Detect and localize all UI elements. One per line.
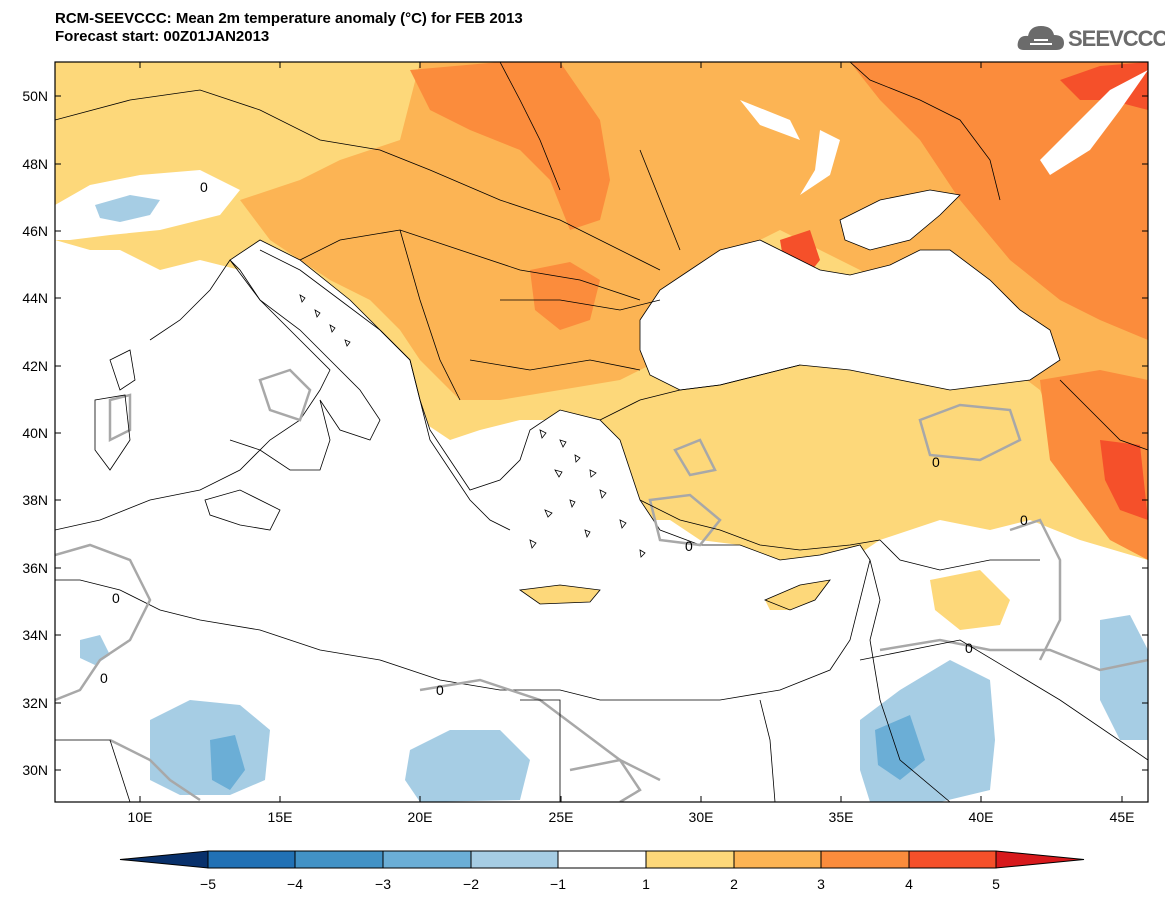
contour-label: 0 <box>1020 512 1028 528</box>
lat-label: 34N <box>22 627 48 643</box>
colorbar-tick-label: −1 <box>550 876 566 892</box>
missing-data-patch <box>1040 70 1148 175</box>
longitude-axis <box>139 62 1123 802</box>
colorbar-swatch <box>119 850 209 869</box>
latitude-labels: 50N 48N 46N 44N 42N 40N 38N 36N 34N 32N … <box>22 88 48 778</box>
map-area: 0 0 0 0 0 0 0 0 <box>55 62 1148 802</box>
coastlines <box>94 249 881 611</box>
missing-data-patch <box>740 100 800 140</box>
mediterranean-sea <box>55 239 871 701</box>
contour-label: 0 <box>200 179 208 195</box>
colorbar-swatch <box>294 850 384 869</box>
seevccc-logo: SEEVCCC <box>1016 20 1165 56</box>
longitude-labels: 10E 15E 20E 25E 30E 35E 40E 45E <box>128 809 1135 825</box>
contour-label: 0 <box>100 670 108 686</box>
contour-label: 0 <box>112 590 120 606</box>
colorbar-tick-label: 5 <box>992 876 1000 892</box>
colorbar-swatch <box>382 850 472 869</box>
lat-label: 44N <box>22 290 48 306</box>
missing-data-patch <box>800 130 840 195</box>
colorbar-swatch <box>820 850 910 869</box>
lon-label: 35E <box>829 809 854 825</box>
anomaly-region-1-2-crete <box>520 585 600 604</box>
colorbar-swatch <box>557 850 647 869</box>
country-borders <box>55 62 1148 802</box>
colorbar-swatch <box>733 850 822 869</box>
colorbar-tick-label: −3 <box>375 876 391 892</box>
lon-label: 15E <box>268 809 293 825</box>
lat-label: 32N <box>22 695 48 711</box>
anomaly-region-3-4-caucasus <box>1040 370 1148 560</box>
lon-label: 30E <box>689 809 714 825</box>
lon-label: 25E <box>549 809 574 825</box>
anomaly-region-1-2-cyprus <box>765 580 830 610</box>
logo-text: SEEVCCC <box>1068 26 1165 51</box>
contour-label: 0 <box>685 538 693 554</box>
anomaly-region-darkblue-libya <box>210 735 245 790</box>
colorbar-labels: −5 −4 −3 −2 −1 1 2 3 4 5 <box>200 876 1000 892</box>
lat-label: 42N <box>22 358 48 374</box>
anomaly-region-4-5-caucasus <box>1100 440 1148 520</box>
lat-label: 48N <box>22 156 48 172</box>
anomaly-region-1-2-levant <box>930 570 1010 630</box>
contour-label: 0 <box>932 454 940 470</box>
lat-label: 36N <box>22 560 48 576</box>
latitude-axis <box>55 95 1148 771</box>
lat-label: 46N <box>22 223 48 239</box>
lat-label: 38N <box>22 492 48 508</box>
colorbar-swatch <box>645 850 735 869</box>
lon-label: 10E <box>128 809 153 825</box>
colorbar-tick-label: 3 <box>817 876 825 892</box>
map-frame <box>54 61 1149 803</box>
contour-label: 0 <box>965 640 973 656</box>
colorbar-tick-label: 2 <box>730 876 738 892</box>
anomaly-region-blue-egypt <box>405 730 530 802</box>
title-line-1: RCM-SEEVCCC: Mean 2m temperature anomaly… <box>55 10 523 27</box>
colorbar <box>119 850 1085 869</box>
lat-label: 40N <box>22 425 48 441</box>
sea-of-azov <box>839 189 961 251</box>
lat-label: 50N <box>22 88 48 104</box>
lon-label: 20E <box>408 809 433 825</box>
contour-label: 0 <box>436 682 444 698</box>
colorbar-swatch <box>995 850 1085 869</box>
anomaly-region-3-4-balkans <box>530 262 600 330</box>
cloud-icon <box>1017 26 1064 50</box>
contour-labels: 0 0 0 0 0 0 0 0 <box>100 179 1028 698</box>
colorbar-tick-label: −4 <box>287 876 303 892</box>
lon-label: 45E <box>1110 809 1135 825</box>
colorbar-tick-label: 1 <box>642 876 650 892</box>
anomaly-region-3-4-ukraine <box>410 62 610 230</box>
colorbar-tick-label: 4 <box>905 876 913 892</box>
anomaly-region-blue-iraq <box>1100 615 1148 740</box>
map-title: RCM-SEEVCCC: Mean 2m temperature anomaly… <box>55 10 523 46</box>
zero-contours <box>55 368 1148 802</box>
colorbar-tick-label: −5 <box>200 876 216 892</box>
colorbar-swatch <box>908 850 997 869</box>
title-line-2: Forecast start: 00Z01JAN2013 <box>55 28 270 45</box>
colorbar-swatch <box>470 850 559 869</box>
lon-label: 40E <box>969 809 994 825</box>
anomaly-region-darkblue-arabia <box>875 715 925 780</box>
lat-label: 30N <box>22 762 48 778</box>
colorbar-swatch <box>207 850 296 869</box>
colorbar-tick-label: −2 <box>463 876 479 892</box>
anomaly-region-blue-alps <box>95 195 160 222</box>
